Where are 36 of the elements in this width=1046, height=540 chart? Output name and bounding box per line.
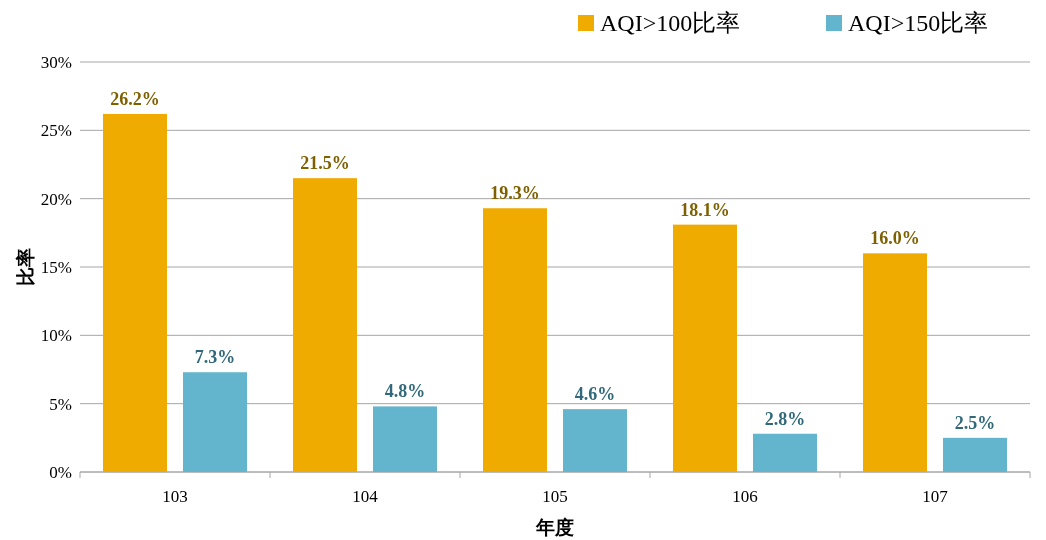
y-tick-label: 10% [40,326,72,346]
bar [863,253,927,472]
bar [673,224,737,472]
data-label: 19.3% [490,183,540,204]
data-label: 2.8% [764,408,806,429]
y-tick-label: 15% [40,258,72,277]
bar [183,372,247,472]
bar [483,208,547,472]
bar [293,178,357,472]
x-tick-label: 104 [352,487,379,506]
y-tick-label: 25% [40,121,72,141]
data-label: 2.5% [954,412,996,433]
bar [373,406,437,472]
data-label: 21.5% [300,153,350,174]
data-label: 7.3% [194,347,236,368]
x-tick-label: 107 [922,487,949,506]
legend-label: AQI>100比率 [600,10,741,36]
y-tick-label: 0% [49,463,72,482]
y-tick-label: 30% [40,53,72,72]
x-axis-title: 年度 [535,517,574,538]
y-tick-label: 5% [49,394,72,414]
y-axis-title: 比率 [15,248,36,286]
bar [103,113,167,472]
data-label: 16.0% [870,228,920,249]
bar [563,409,627,472]
data-label: 26.2% [110,88,160,109]
bar [943,437,1007,472]
x-tick-label: 106 [732,487,758,506]
x-tick-label: 103 [162,487,188,506]
bar [753,433,817,472]
data-label: 4.6% [574,384,616,405]
data-label: 18.1% [680,199,730,220]
legend-label: AQI>150比率 [848,10,989,36]
data-label: 4.8% [384,381,426,402]
y-tick-label: 20% [40,189,72,209]
x-tick-label: 105 [542,487,568,506]
